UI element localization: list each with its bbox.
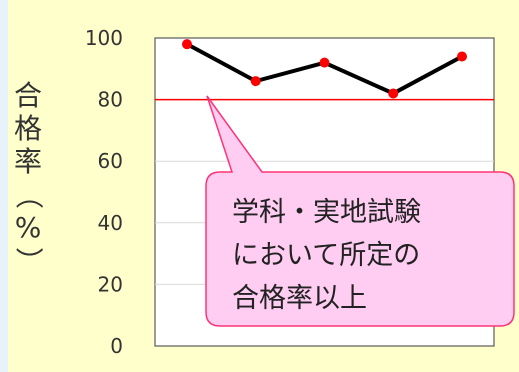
series-layer <box>182 39 467 99</box>
callout-text-line: 学科・実地試験 <box>232 197 421 228</box>
data-point <box>388 88 399 99</box>
y-tick-label-20: 20 <box>98 272 123 296</box>
y-axis-label-char: ） <box>12 247 45 275</box>
left-margin <box>0 0 8 372</box>
y-axis-label-char: 格 <box>14 112 42 145</box>
data-point <box>182 39 192 50</box>
y-tick-label-40: 40 <box>98 211 123 235</box>
y-axis-label: 合格率 （% ） <box>12 79 45 275</box>
y-axis-label-char: （ <box>12 181 45 209</box>
callout-text-line: 合格率以上 <box>232 283 367 314</box>
callout-text-line: において所定の <box>232 240 420 271</box>
y-tick-labels: 0 20 40 60 80 100 <box>85 26 123 358</box>
data-point <box>250 76 261 87</box>
y-tick-label-60: 60 <box>98 149 123 173</box>
data-point <box>319 57 330 68</box>
y-axis-label-char: % <box>15 211 42 244</box>
y-axis-label-char: 合 <box>14 79 42 112</box>
y-axis-label-char: 率 <box>14 145 42 178</box>
y-tick-label-80: 80 <box>98 88 123 112</box>
callout-box <box>205 95 515 327</box>
data-point <box>457 51 467 62</box>
y-tick-label-100: 100 <box>85 26 123 50</box>
y-tick-label-0: 0 <box>110 334 123 358</box>
